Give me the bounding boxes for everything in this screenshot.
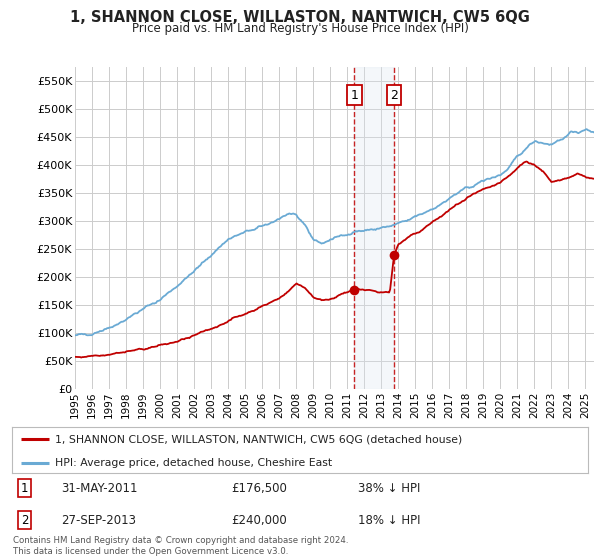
- Text: Price paid vs. HM Land Registry's House Price Index (HPI): Price paid vs. HM Land Registry's House …: [131, 22, 469, 35]
- Text: 27-SEP-2013: 27-SEP-2013: [61, 514, 136, 527]
- Text: 38% ↓ HPI: 38% ↓ HPI: [358, 482, 420, 494]
- Text: £240,000: £240,000: [231, 514, 287, 527]
- Text: 2: 2: [390, 88, 398, 102]
- Text: £176,500: £176,500: [231, 482, 287, 494]
- Text: 1: 1: [350, 88, 358, 102]
- Bar: [355, 67, 394, 389]
- Text: 1, SHANNON CLOSE, WILLASTON, NANTWICH, CW5 6QG (detached house): 1, SHANNON CLOSE, WILLASTON, NANTWICH, C…: [55, 434, 463, 444]
- Text: 18% ↓ HPI: 18% ↓ HPI: [358, 514, 420, 527]
- Text: 31-MAY-2011: 31-MAY-2011: [61, 482, 137, 494]
- Text: HPI: Average price, detached house, Cheshire East: HPI: Average price, detached house, Ches…: [55, 458, 332, 468]
- Text: 2: 2: [20, 514, 28, 527]
- Text: 1: 1: [20, 482, 28, 494]
- Text: Contains HM Land Registry data © Crown copyright and database right 2024.
This d: Contains HM Land Registry data © Crown c…: [13, 536, 349, 556]
- Text: 1, SHANNON CLOSE, WILLASTON, NANTWICH, CW5 6QG: 1, SHANNON CLOSE, WILLASTON, NANTWICH, C…: [70, 10, 530, 25]
